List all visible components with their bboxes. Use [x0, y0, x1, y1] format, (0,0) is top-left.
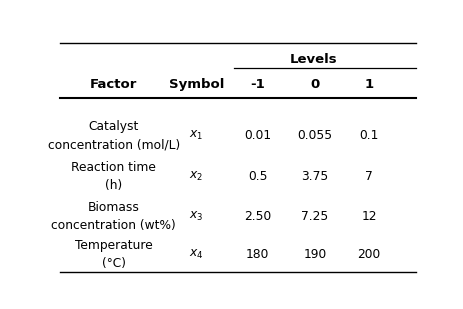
Text: 12: 12 — [361, 210, 376, 223]
Text: Catalyst
concentration (mol/L): Catalyst concentration (mol/L) — [48, 120, 180, 151]
Text: 0.5: 0.5 — [247, 170, 267, 183]
Text: 0: 0 — [310, 78, 319, 91]
Text: $\mathit{x}_{4}$: $\mathit{x}_{4}$ — [189, 248, 203, 261]
Text: Symbol: Symbol — [169, 78, 224, 91]
Text: 190: 190 — [303, 248, 326, 261]
Text: 0.1: 0.1 — [358, 129, 378, 142]
Text: 0.055: 0.055 — [297, 129, 332, 142]
Text: $\mathit{x}_{1}$: $\mathit{x}_{1}$ — [189, 129, 203, 142]
Text: 1: 1 — [364, 78, 373, 91]
Text: 180: 180 — [245, 248, 269, 261]
Text: 7: 7 — [364, 170, 372, 183]
Text: Levels: Levels — [289, 53, 337, 66]
Text: 2.50: 2.50 — [244, 210, 270, 223]
Text: -1: -1 — [250, 78, 264, 91]
Text: 7.25: 7.25 — [301, 210, 328, 223]
Text: Temperature
(°C): Temperature (°C) — [75, 239, 152, 270]
Text: Biomass
concentration (wt%): Biomass concentration (wt%) — [51, 201, 176, 232]
Text: 0.01: 0.01 — [244, 129, 270, 142]
Text: $\mathit{x}_{3}$: $\mathit{x}_{3}$ — [189, 210, 203, 223]
Text: Factor: Factor — [90, 78, 137, 91]
Text: $\mathit{x}_{2}$: $\mathit{x}_{2}$ — [189, 170, 203, 183]
Text: Reaction time
(h): Reaction time (h) — [71, 161, 156, 192]
Text: 3.75: 3.75 — [301, 170, 328, 183]
Text: 200: 200 — [357, 248, 380, 261]
